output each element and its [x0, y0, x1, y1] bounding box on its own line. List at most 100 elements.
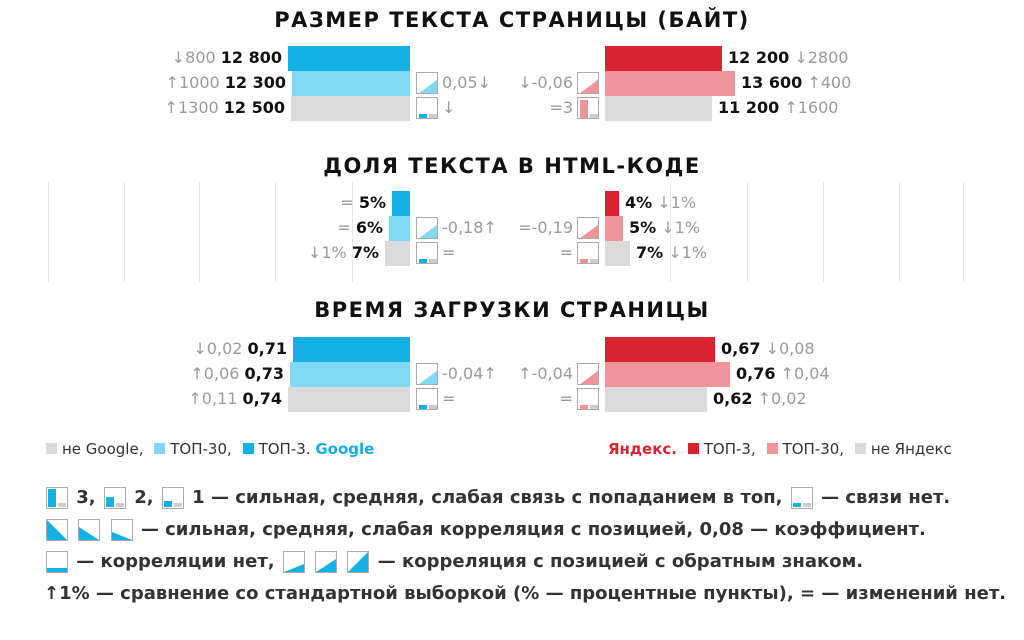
yandex-bar-label: 13 600 ↑400: [741, 72, 851, 94]
no-correlation-icon: [46, 551, 68, 573]
google-comparison: ↓1%: [307, 243, 352, 262]
footnote-line3-text2: — корреляция с позицией с обратным знако…: [377, 551, 864, 572]
footnote-line-1: 3, 2, 1 — сильная, средняя, слабая связь…: [44, 486, 950, 510]
google-correlation-value: -0,04↑: [442, 364, 497, 383]
google-value: 0,71: [247, 339, 287, 358]
google-bar: [288, 46, 410, 71]
yandex-bar: [605, 387, 707, 412]
google-link-icon: [416, 97, 438, 119]
google-bar-label: ↓800 12 800: [172, 47, 282, 69]
footnote-n1: 1: [192, 487, 205, 508]
yandex-correlation-value: =-0,19: [518, 218, 573, 237]
google-bar-label: ↑0,11 0,74: [188, 388, 282, 410]
link-strength-3-icon: [46, 487, 68, 509]
yandex-bar: [605, 362, 730, 387]
google-bar: [290, 362, 410, 387]
yandex-value: 11 200: [718, 98, 780, 117]
google-bar: [389, 216, 410, 241]
legend-yandex-brand: Яндекс.: [608, 440, 677, 458]
yandex-bar: [605, 191, 619, 216]
legend-swatch-google-top30: [154, 443, 166, 454]
google-link-label: =: [442, 242, 455, 264]
google-comparison: ↑0,11: [188, 389, 243, 408]
google-bar-label: = 5%: [340, 192, 386, 214]
yandex-comparison: ↓1%: [663, 243, 708, 262]
google-value: 12 500: [223, 98, 285, 117]
google-comparison: ↑0,06: [190, 364, 245, 383]
yandex-comparison: ↓1%: [652, 193, 697, 212]
yandex-link-value: =: [559, 389, 573, 408]
yandex-correlation-label: ↑-0,04: [518, 363, 573, 385]
yandex-value: 12 200: [728, 48, 790, 67]
inverse-weak-correlation-icon: [282, 551, 305, 573]
google-value: 0,73: [244, 364, 284, 383]
google-correlation-icon: [416, 72, 438, 94]
footnote-line-4: ↑1% — сравнение со стандартной выборкой …: [44, 583, 1007, 604]
medium-correlation-icon: [78, 519, 101, 541]
yandex-value: 0,76: [736, 364, 776, 383]
yandex-comparison: ↑0,02: [752, 389, 807, 408]
google-bar-label: ↑0,06 0,73: [190, 363, 284, 385]
legend-google-top30: ТОП-30,: [170, 440, 232, 458]
yandex-link-icon: [577, 388, 599, 410]
legend-yandex-top3: ТОП-3,: [703, 440, 756, 458]
footnote-line3-text1: — корреляции нет,: [76, 551, 275, 572]
google-link-label: =: [442, 388, 455, 410]
yandex-correlation-icon: [577, 363, 599, 385]
legend-swatch-google-top3: [242, 443, 254, 454]
legend-not-yandex: не Яндекс: [870, 440, 952, 458]
google-link-label: ↓: [442, 97, 455, 119]
yandex-correlation-label: =-0,19: [518, 217, 573, 239]
yandex-value: 0,67: [721, 339, 761, 358]
google-bar-label: = 6%: [337, 217, 383, 239]
google-bar: [293, 337, 410, 362]
google-value: 7%: [351, 243, 379, 262]
yandex-bar-label: 0,62 ↑0,02: [713, 388, 807, 410]
yandex-comparison: ↓2800: [789, 48, 849, 67]
yandex-comparison: ↑0,04: [775, 364, 830, 383]
google-link-value: ↓: [442, 98, 456, 117]
footnote-line2-text: — сильная, средняя, слабая корреляция с …: [140, 519, 926, 540]
legend-google-brand: Google: [315, 440, 375, 458]
yandex-link-label: =3: [549, 97, 573, 119]
footnote-n2: 2,: [134, 487, 154, 508]
footnote-n3: 3,: [76, 487, 96, 508]
link-strength-2-icon: [103, 487, 126, 509]
google-comparison: =: [340, 193, 359, 212]
yandex-correlation-icon: [577, 72, 599, 94]
google-value: 5%: [358, 193, 386, 212]
google-correlation-label: -0,04↑: [442, 363, 497, 385]
yandex-value: 4%: [625, 193, 653, 212]
google-bar-label: ↓0,02 0,71: [193, 338, 287, 360]
yandex-bar: [605, 46, 722, 71]
footnote-line-3: — корреляции нет, — корреляция с позицие…: [44, 550, 863, 574]
yandex-link-value: =: [559, 243, 573, 262]
yandex-legend: Яндекс. ТОП-3, ТОП-30, не Яндекс: [608, 440, 952, 458]
yandex-comparison: ↓1%: [656, 218, 701, 237]
yandex-comparison: ↑400: [802, 73, 852, 92]
yandex-bar: [605, 71, 735, 96]
legend-swatch-not-google: [46, 443, 57, 454]
legend-swatch-yandex-top30: [766, 443, 778, 454]
google-bar: [385, 241, 410, 266]
yandex-bar-label: 12 200 ↓2800: [728, 47, 848, 69]
yandex-bar-label: 4% ↓1%: [625, 192, 696, 214]
google-correlation-icon: [416, 363, 438, 385]
google-comparison: ↓800: [171, 48, 221, 67]
google-link-icon: [416, 242, 438, 264]
yandex-comparison: ↑1600: [779, 98, 839, 117]
google-link-value: =: [442, 243, 456, 262]
gridline: [670, 182, 671, 282]
no-link-icon: [790, 487, 813, 509]
gridline: [963, 182, 964, 282]
yandex-bar-label: 5% ↓1%: [629, 217, 700, 239]
google-value: 0,74: [242, 389, 282, 408]
footnote-line-2: — сильная, средняя, слабая корреляция с …: [44, 518, 926, 542]
legend-swatch-yandex-top3: [687, 443, 699, 454]
google-value: 6%: [355, 218, 383, 237]
link-strength-1-icon: [161, 487, 184, 509]
yandex-bar: [605, 216, 623, 241]
yandex-correlation-icon: [577, 217, 599, 239]
google-bar: [288, 387, 410, 412]
google-value: 12 300: [224, 73, 286, 92]
